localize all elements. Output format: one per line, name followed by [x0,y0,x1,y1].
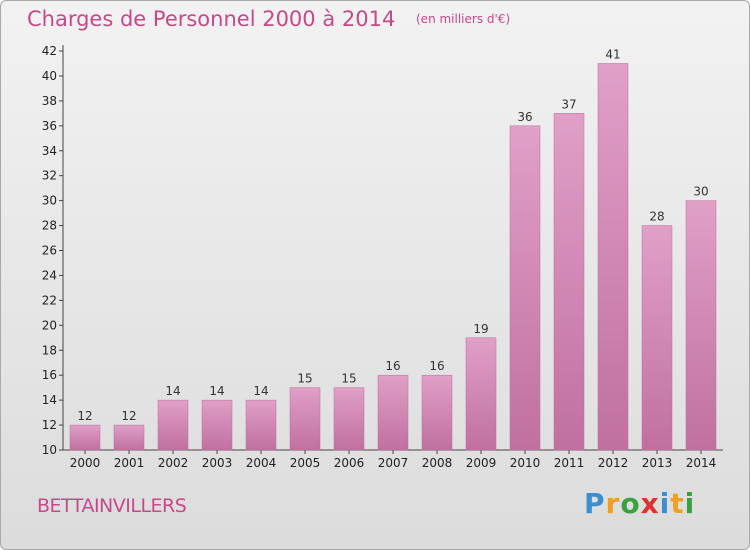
value-label-2006: 15 [341,372,356,386]
value-label-2010: 36 [517,110,532,124]
y-tick-label: 14 [42,393,57,407]
x-tick-label: 2006 [334,456,365,470]
value-label-2002: 14 [165,384,180,398]
value-label-2008: 16 [429,359,444,373]
value-label-2001: 12 [121,409,136,423]
bar-2011[interactable] [553,113,585,451]
value-label-2000: 12 [77,409,92,423]
value-label-2011: 37 [561,97,576,111]
x-tick-label: 2001 [114,456,145,470]
value-label-2004: 14 [253,384,268,398]
x-tick-label: 2011 [554,456,585,470]
y-tick-label: 18 [42,343,57,357]
chart-title-text: Charges de Personnel 2000 à 2014 [27,7,396,31]
bar-2010[interactable] [509,125,541,451]
y-tick-label: 26 [42,244,57,258]
y-tick-label: 22 [42,293,57,307]
bar-2004[interactable] [245,399,277,451]
value-label-2007: 16 [385,359,400,373]
y-tick-label: 20 [42,318,57,332]
x-tick-label: 2005 [290,456,321,470]
y-tick-label: 42 [42,44,57,58]
x-tick-label: 2008 [422,456,453,470]
logo-letter: i [659,487,671,520]
bar-2005[interactable] [289,387,321,451]
y-tick-label: 40 [42,69,57,83]
y-tick-label: 10 [42,443,57,457]
logo-letter: x [640,487,660,520]
x-tick-label: 2014 [686,456,717,470]
bar-2007[interactable] [377,374,409,451]
bar-2003[interactable] [201,399,233,451]
bar-2000[interactable] [69,424,101,451]
bars: 12 12 14 14 14 15 15 16 16 19 36 37 41 28 30 [69,47,717,451]
y-tick-label: 12 [42,418,57,432]
logo-letter: o [620,487,641,520]
commune-name: BETTAINVILLERS [37,495,187,517]
logo-letter: t [670,487,685,520]
x-tick-label: 2002 [158,456,189,470]
bar-2013[interactable] [641,225,673,451]
chart-title: Charges de Personnel 2000 à 2014 (en mil… [27,7,510,31]
x-tick-label: 2010 [510,456,541,470]
logo-letter: P [584,487,606,520]
y-axis: 10 12 14 16 18 20 22 24 26 28 30 32 34 36 38 40 42 [42,44,64,457]
value-label-2013: 28 [649,210,664,224]
bar-2001[interactable] [113,424,145,451]
bar-2006[interactable] [333,387,365,451]
x-tick-label: 2009 [466,456,497,470]
y-tick-label: 28 [42,219,57,233]
y-tick-label: 34 [42,144,57,158]
value-label-2003: 14 [209,384,224,398]
x-tick-label: 2003 [202,456,233,470]
x-tick-label: 2012 [598,456,629,470]
y-tick-label: 32 [42,169,57,183]
y-tick-label: 36 [42,119,57,133]
y-tick-label: 24 [42,268,57,282]
bar-2012[interactable] [597,63,629,451]
value-label-2005: 15 [297,372,312,386]
y-tick-label: 30 [42,194,57,208]
logo-letter: r [605,487,621,520]
x-tick-label: 2007 [378,456,409,470]
x-axis: 2000 2001 2002 2003 2004 2005 2006 2007 2008 2009… [63,449,723,470]
logo-letter: i [684,487,696,520]
value-label-2009: 19 [473,322,488,336]
chart-subtitle: (en milliers d'€) [416,12,511,26]
x-tick-label: 2004 [246,456,277,470]
value-label-2014: 30 [693,185,708,199]
proxiti-logo[interactable]: Proxiti [584,487,695,520]
bar-2008[interactable] [421,374,453,451]
y-tick-label: 16 [42,368,57,382]
bar-2009[interactable] [465,337,497,451]
bar-2002[interactable] [157,399,189,451]
value-label-2012: 41 [605,47,620,61]
bar-2014[interactable] [685,200,717,451]
x-tick-label: 2000 [70,456,101,470]
y-tick-label: 38 [42,94,57,108]
x-tick-label: 2013 [642,456,673,470]
